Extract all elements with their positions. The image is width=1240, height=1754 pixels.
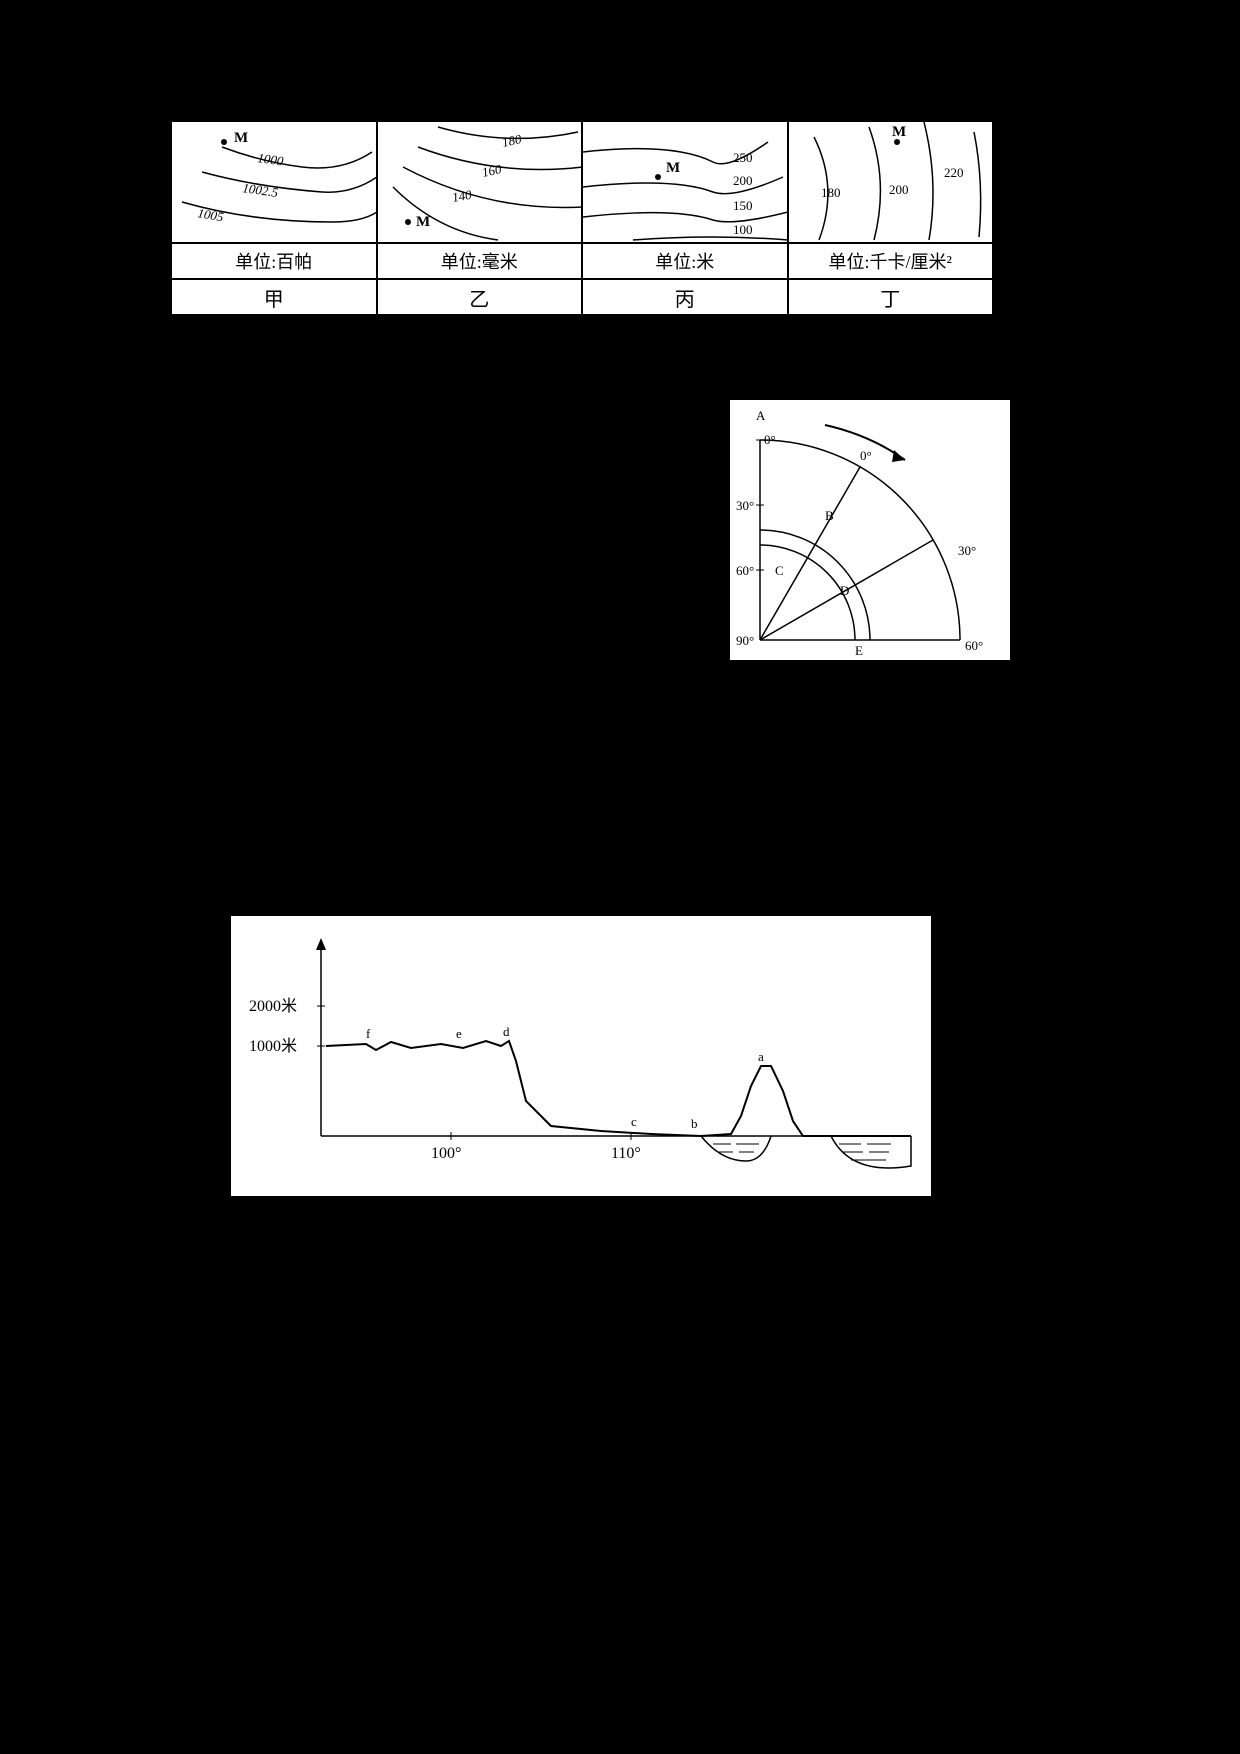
cross-pt-c: c	[631, 1114, 637, 1129]
cross-x110: 110°	[611, 1145, 641, 1162]
panel-jia-svg: M 1000 1002.5 1005	[172, 122, 377, 242]
panel-yi-svg: M 180 160 140	[378, 122, 583, 242]
globe-b: B	[825, 508, 834, 523]
panel-yi-line1: 160	[480, 161, 503, 180]
cross-section-figure: 2000米 1000米 100° 110° a b c	[230, 915, 932, 1197]
panel-jia-m-label: M	[234, 130, 248, 146]
panel-ding-line0: 220	[944, 165, 964, 180]
globe-lat30: 30°	[736, 498, 754, 513]
unit-bing: 单位:米	[583, 242, 789, 278]
panel-ding-line2: 180	[821, 185, 841, 200]
unit-jia: 单位:百帕	[172, 242, 378, 278]
cross-pt-a: a	[758, 1049, 764, 1064]
globe-e: E	[855, 643, 863, 658]
cross-y2000: 2000米	[249, 997, 297, 1015]
cross-y1000: 1000米	[249, 1037, 297, 1055]
globe-c: C	[775, 563, 784, 578]
panel-yi: M 180 160 140	[378, 122, 584, 242]
panel-yi-line0: 180	[500, 131, 523, 150]
panel-bing-line3: 100	[733, 222, 753, 237]
four-panel-names-row: 甲 乙 丙 丁	[172, 278, 992, 314]
cross-pt-e: e	[456, 1026, 462, 1041]
panel-bing-line0: 250	[733, 150, 753, 165]
panel-ding-line1: 200	[889, 182, 909, 197]
panel-yi-line2: 140	[450, 187, 472, 205]
cross-pt-d: d	[503, 1024, 510, 1039]
page-root: M 1000 1002.5 1005 M 180 160 140	[0, 0, 1240, 1754]
panel-ding-m-label: M	[892, 124, 906, 140]
panel-jia-line1: 1002.5	[242, 180, 280, 200]
globe-lat0: 0°	[764, 432, 776, 447]
cross-x100: 100°	[431, 1145, 461, 1162]
name-bing: 丙	[583, 278, 789, 314]
panel-bing: M 250 200 150 100	[583, 122, 789, 242]
name-yi: 乙	[378, 278, 584, 314]
panel-ding-svg: M 220 200 180	[789, 122, 994, 242]
cross-pt-f: f	[366, 1026, 371, 1041]
four-panel-images-row: M 1000 1002.5 1005 M 180 160 140	[172, 122, 992, 242]
name-ding: 丁	[789, 278, 993, 314]
four-panel-figure: M 1000 1002.5 1005 M 180 160 140	[170, 120, 994, 316]
unit-yi: 单位:毫米	[378, 242, 584, 278]
cross-section-svg: 2000米 1000米 100° 110° a b c	[231, 916, 931, 1196]
panel-yi-m-label: M	[416, 214, 430, 230]
cross-pt-b: b	[691, 1116, 698, 1131]
globe-lon30: 30°	[958, 543, 976, 558]
globe-lon0: 0°	[860, 448, 872, 463]
panel-jia-line2: 1005	[196, 205, 225, 224]
panel-bing-line1: 200	[733, 173, 753, 188]
globe-figure: A 0° 30° 60° 90° 0° 30° 60° B C D E	[730, 400, 1010, 660]
globe-label-a: A	[756, 408, 766, 423]
name-jia: 甲	[172, 278, 378, 314]
panel-jia-line0: 1000	[257, 150, 285, 169]
globe-d: D	[840, 583, 849, 598]
globe-svg: A 0° 30° 60° 90° 0° 30° 60° B C D E	[730, 400, 1010, 660]
globe-lat60: 60°	[736, 563, 754, 578]
panel-bing-svg: M 250 200 150 100	[583, 122, 788, 242]
panel-ding: M 220 200 180	[789, 122, 993, 242]
panel-jia: M 1000 1002.5 1005	[172, 122, 378, 242]
unit-ding: 单位:千卡/厘米²	[789, 242, 993, 278]
globe-lat90: 90°	[736, 633, 754, 648]
panel-bing-m-label: M	[666, 160, 680, 176]
panel-bing-line2: 150	[733, 198, 753, 213]
four-panel-units-row: 单位:百帕 单位:毫米 单位:米 单位:千卡/厘米²	[172, 242, 992, 278]
globe-lon60: 60°	[965, 638, 983, 653]
